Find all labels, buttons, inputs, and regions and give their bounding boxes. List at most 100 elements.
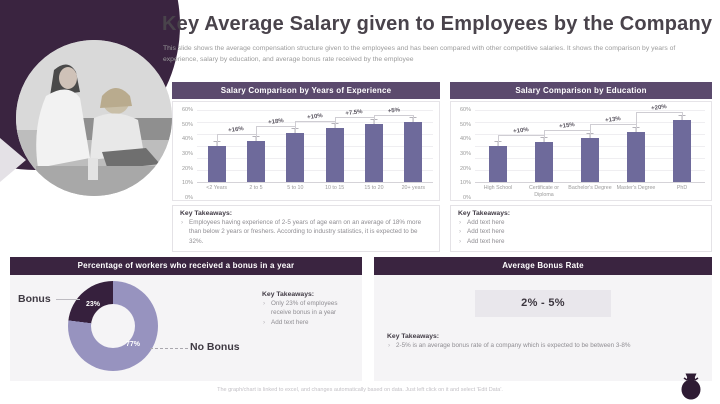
x-tick-label: High School <box>483 185 513 191</box>
slide-subtitle: This slide shows the average compensatio… <box>163 45 676 63</box>
y-tick-label: 50% <box>459 121 471 128</box>
growth-label: +10% <box>306 112 324 121</box>
growth-label: +18% <box>267 117 284 126</box>
bracket-line <box>256 125 296 127</box>
avg-bonus-rate-value: 2% - 5% <box>475 290 611 317</box>
bonus-share-panel: Percentage of workers who received a bon… <box>10 257 362 381</box>
y-tick-label: 60% <box>459 107 471 113</box>
education-takeaways: Key Takeaways: Add text hereAdd text her… <box>450 205 712 253</box>
bracket-riser <box>682 112 683 120</box>
team-photo <box>16 40 172 196</box>
bracket-line <box>374 114 414 116</box>
y-tick-label: 60% <box>181 107 193 113</box>
bar-15 to 20 <box>365 124 383 182</box>
bracket-riser <box>498 135 499 146</box>
growth-label: +20% <box>650 104 668 113</box>
bracket-line <box>295 120 335 122</box>
gridline <box>197 122 433 123</box>
gridline <box>197 110 433 111</box>
money-bag-icon <box>681 373 701 400</box>
bonus-leader-line <box>56 299 80 300</box>
bar-Certificate or Diploma <box>535 142 553 182</box>
x-tick-label: 15 to 20 <box>364 185 384 191</box>
plot-area: +10% +15% +13% +20% <box>475 105 705 183</box>
bar-High School <box>489 146 507 182</box>
bracket-line <box>216 134 256 135</box>
bar-5 to 10 <box>286 132 305 182</box>
bonus-share-header: Percentage of workers who received a bon… <box>10 257 362 275</box>
y-tick-label: 20% <box>459 165 471 172</box>
bonus-donut-chart[interactable]: 23% 77% <box>68 281 158 371</box>
takeaways-title: Key Takeaways: <box>262 291 315 298</box>
bracket-line <box>498 135 544 137</box>
bracket-line <box>590 124 636 126</box>
takeaway-item: Add text here <box>458 237 704 247</box>
avg-bonus-takeaways: Key Takeaways: 2-5% is an average bonus … <box>387 333 699 351</box>
x-axis: High School Certificate or Diploma Bachelo… <box>475 183 705 198</box>
bar-10 to 15 <box>325 128 344 182</box>
x-tick-label: Master's Degree <box>616 185 656 191</box>
bracket-riser <box>256 125 257 142</box>
donut-hole <box>91 304 135 348</box>
experience-chart-title: Salary Comparison by Years of Experience <box>172 82 440 99</box>
takeaway-item: Add text here <box>458 218 704 228</box>
x-axis: <2 Years 2 to 5 5 to 10 10 to 15 15 to 20 20+… <box>197 183 433 198</box>
takeaway-item: Add text here <box>458 227 704 237</box>
takeaway-item: 2-5% is an average bonus rate of a compa… <box>387 341 699 351</box>
y-axis: 0% 10% 20% 30% 40% 50% 60% <box>177 107 197 201</box>
bracket-riser <box>334 117 336 128</box>
plot-area: +16% +18% +10% +7.5% +5% <box>197 107 433 183</box>
x-tick-label: PhD <box>676 185 688 191</box>
no-bonus-slice-percent: 77% <box>126 341 141 348</box>
gridline <box>475 122 705 123</box>
gridline <box>197 146 433 147</box>
education-panel: Salary Comparison by Education 0% 10% 20% 3… <box>450 82 712 253</box>
x-tick-label: Bachelor's Degree <box>568 185 612 191</box>
x-tick-label: 2 to 5 <box>249 185 263 191</box>
y-tick-label: 0% <box>185 195 193 201</box>
gridline <box>197 170 433 171</box>
bonus-slice-percent: 23% <box>86 301 101 308</box>
experience-panel: Salary Comparison by Years of Experience… <box>172 82 440 253</box>
avg-bonus-panel: Average Bonus Rate 2% - 5% Key Takeaways… <box>374 257 712 381</box>
y-tick-label: 30% <box>459 151 471 157</box>
page-title: Key Average Salary given to Employees by… <box>162 13 713 35</box>
bar-PhD <box>673 119 691 182</box>
bar-20+ years <box>404 122 423 182</box>
x-tick-label: 5 to 10 <box>287 185 304 191</box>
experience-takeaways: Key Takeaways: Employees having experien… <box>172 205 440 253</box>
y-tick-label: 40% <box>181 136 193 143</box>
experience-bar-chart[interactable]: 0% 10% 20% 30% 40% 50% 60% +16% +18% +10% +7.5% +5… <box>172 101 440 201</box>
avg-bonus-header: Average Bonus Rate <box>374 257 712 275</box>
growth-label: +7.5% <box>345 109 364 118</box>
no-bonus-label: No Bonus <box>190 341 240 353</box>
bracket-line <box>636 112 682 114</box>
bar-<2 Years <box>207 146 226 182</box>
education-bar-chart[interactable]: 0% 10% 20% 30% 40% 50% 60% +10% +15% +13% +20% Hi… <box>450 101 712 201</box>
takeaways-title: Key Takeaways: <box>387 333 440 340</box>
y-tick-label: 0% <box>463 195 471 201</box>
y-tick-label: 30% <box>181 151 193 157</box>
no-bonus-leader-line <box>150 348 188 349</box>
bracket-riser <box>374 114 375 125</box>
x-tick-label: 10 to 15 <box>325 185 345 191</box>
y-axis: 0% 10% 20% 30% 40% 50% 60% <box>455 107 475 201</box>
takeaways-title: Key Takeaways: <box>458 210 511 217</box>
gridline <box>197 158 433 159</box>
bar-Master's Degree <box>627 131 645 182</box>
x-tick-label: 20+ years <box>401 185 426 191</box>
y-tick-label: 20% <box>181 165 193 172</box>
growth-label: +5% <box>387 107 401 115</box>
slide-footnote: The graph/chart is linked to excel, and … <box>217 387 503 393</box>
education-chart-title: Salary Comparison by Education <box>450 82 712 99</box>
bracket-riser <box>590 124 591 138</box>
two-women-laptop-illustration <box>16 40 172 196</box>
growth-label: +15% <box>558 122 576 131</box>
growth-label: +13% <box>604 116 622 125</box>
bracket-riser <box>216 134 218 146</box>
y-tick-label: 10% <box>459 180 471 187</box>
takeaway-item: Add text here <box>262 318 358 328</box>
gridline <box>475 110 705 111</box>
bracket-riser <box>413 114 415 122</box>
bonus-label: Bonus <box>18 293 51 305</box>
